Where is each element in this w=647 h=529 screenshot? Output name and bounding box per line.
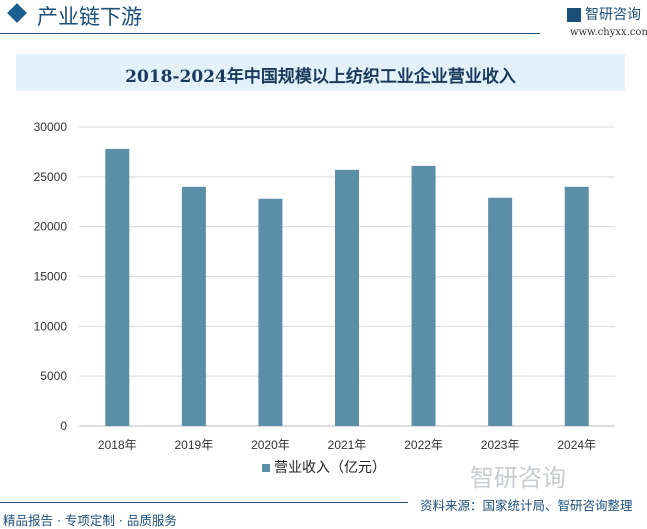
- footer-divider: [0, 502, 408, 503]
- x-tick-label: 2021年: [328, 438, 367, 452]
- x-tick-label: 2019年: [175, 438, 214, 452]
- logo-text: 智研咨询: [585, 7, 641, 23]
- y-tick-label: 0: [60, 419, 67, 433]
- bar: [564, 186, 589, 426]
- logo-icon: [567, 8, 581, 22]
- x-tick-label: 2020年: [251, 438, 290, 452]
- x-tick-label: 2023年: [481, 438, 520, 452]
- source-note: 资料来源：国家统计局、智研咨询整理: [420, 498, 633, 513]
- bar: [181, 186, 206, 426]
- chart-title: 2018-2024年中国规模以上纺织工业企业营业收入: [125, 67, 516, 87]
- x-tick-label: 2022年: [404, 438, 443, 452]
- brand-logo: 智研咨询: [567, 4, 641, 24]
- legend-label: 营业收入（亿元）: [274, 460, 386, 476]
- y-tick-label: 15000: [34, 270, 68, 284]
- bar: [488, 197, 513, 426]
- x-tick-label: 2018年: [98, 438, 137, 452]
- y-tick-label: 10000: [34, 319, 68, 333]
- header-divider: [0, 33, 540, 34]
- bar: [335, 169, 359, 426]
- y-tick-label: 5000: [40, 369, 67, 383]
- bar: [411, 165, 436, 426]
- y-tick-label: 25000: [34, 170, 68, 184]
- site-url: www.chyxx.com: [570, 27, 647, 38]
- footer-slogan: 精品报告 · 专项定制 · 品质服务: [3, 513, 177, 528]
- bar: [258, 198, 283, 426]
- watermark-logo: 智研咨询: [470, 464, 566, 492]
- section-title: 产业链下游: [37, 5, 142, 29]
- y-tick-label: 20000: [34, 220, 68, 234]
- bar: [105, 148, 130, 426]
- chart-title-box: 2018-2024年中国规模以上纺织工业企业营业收入: [16, 54, 625, 91]
- legend: 营业收入（亿元）: [262, 457, 386, 477]
- x-tick-label: 2024年: [557, 438, 596, 452]
- y-tick-label: 30000: [34, 120, 68, 134]
- legend-swatch: [262, 464, 270, 472]
